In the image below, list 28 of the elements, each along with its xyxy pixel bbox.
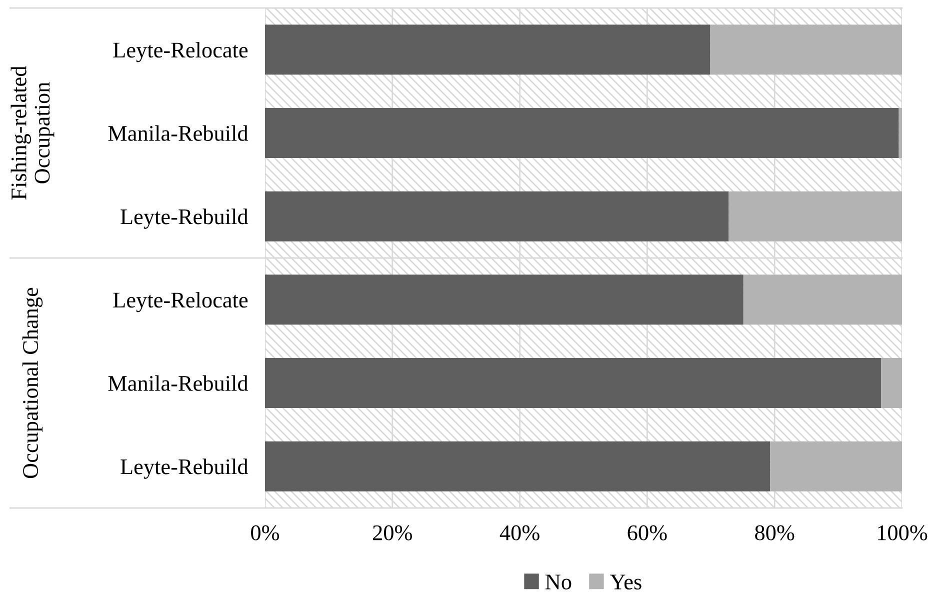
bar: [710, 24, 902, 75]
x-tick-label: 20%: [373, 525, 412, 540]
y-tick-label: Leyte-Rebuild: [120, 458, 248, 479]
bar: [265, 24, 710, 75]
bar: [743, 274, 902, 325]
bar: [265, 441, 770, 492]
bar: [770, 441, 902, 492]
x-tick-label: 40%: [500, 525, 540, 540]
bar: [265, 274, 744, 325]
bar: [265, 358, 881, 408]
legend-label: No: [546, 574, 572, 590]
text: Fishing-related Occupation: [10, 66, 54, 200]
x-tick-label: 0%: [251, 525, 280, 540]
y-tick-label: Leyte-Relocate: [113, 42, 248, 62]
y-tick-label: Leyte-Rebuild: [120, 208, 248, 229]
y-tick-label: Leyte-Relocate: [113, 292, 248, 312]
bar: [265, 108, 899, 158]
legend-label: Yes: [610, 574, 642, 590]
bar: [728, 191, 902, 242]
x-tick-label: 100%: [878, 525, 928, 540]
x-tick-label: 80%: [755, 525, 794, 540]
x-tick-label: 60%: [628, 525, 667, 540]
y-tick-label: Manila-Rebuild: [108, 375, 248, 391]
bar: [880, 358, 902, 408]
text: Occupational Change: [22, 288, 43, 478]
bar: [898, 108, 902, 158]
bar: [265, 191, 729, 242]
y-tick-label: Manila-Rebuild: [108, 125, 248, 141]
